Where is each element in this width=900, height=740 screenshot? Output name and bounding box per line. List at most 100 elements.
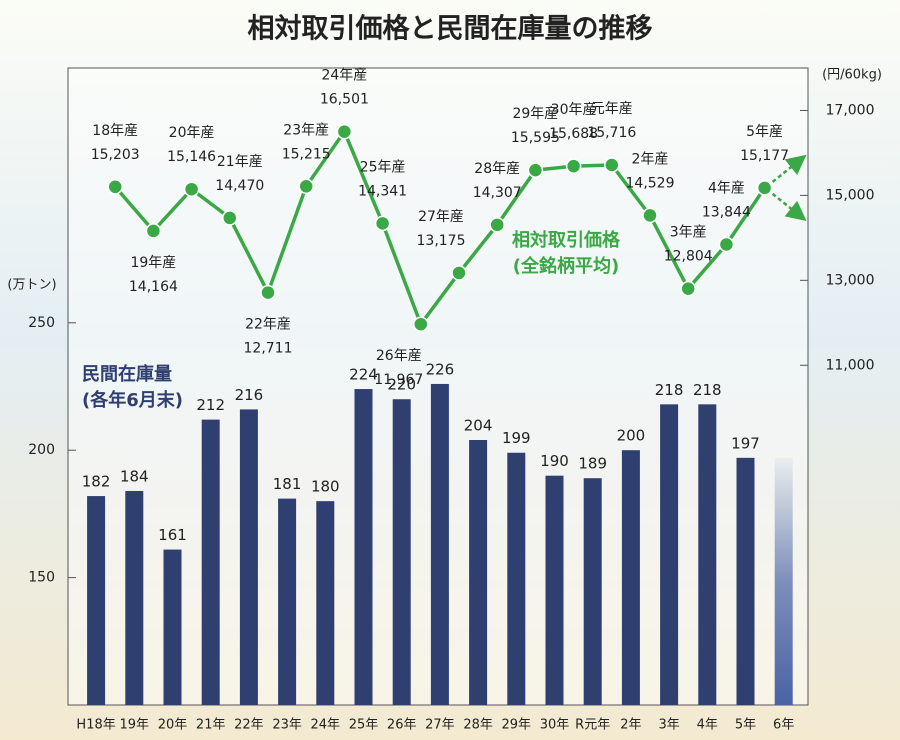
y2-tick-label: 13,000 [826,272,875,288]
y2-tick-label: 15,000 [826,187,875,203]
point-value-label: 16,501 [320,92,369,108]
y-tick-label: 150 [28,570,55,586]
point-label: 19年産 [130,255,176,271]
bar [201,419,220,705]
y2-tick-label: 17,000 [826,102,875,118]
line-marker [565,158,582,174]
x-tick-label: H18年 [76,718,115,733]
bar-value-label: 189 [578,455,607,473]
y2-axis-label: (円/60kg) [822,68,882,83]
point-label: 20年産 [169,125,215,141]
bar-value-label: 197 [731,434,760,452]
bar [278,498,297,705]
point-value-label: 15,716 [587,125,636,141]
bar [621,450,640,705]
y-axis-label: (万トン) [7,278,56,293]
bar-value-label: 181 [273,475,302,493]
point-value-label: 15,146 [167,149,216,165]
point-value-label: 13,175 [417,233,466,249]
point-label: 4年産 [708,180,745,196]
x-tick-label: 2年 [620,718,641,733]
point-label: 30年産 [551,102,597,118]
legend-bar: 民間在庫量 (各年6月末) [82,364,183,411]
point-value-label: 14,529 [626,175,675,191]
line-marker [642,207,658,224]
bar [698,404,717,705]
bar-value-label: 199 [502,429,531,447]
point-label: 2年産 [632,151,669,167]
bar [583,478,602,705]
point-value-label: 14,470 [215,178,264,194]
bar [87,496,106,705]
point-value-label: 11,967 [374,372,423,388]
point-value-label: 14,307 [473,185,522,201]
legend-line: 相対取引価格 (全銘柄平均) [512,230,620,277]
bar [736,457,755,705]
line-marker [145,223,162,239]
bar-value-label: 226 [426,360,455,378]
line [113,128,767,328]
y-tick-label: 250 [28,315,55,331]
point-label: 3年産 [670,225,707,241]
x-tick-label: R元年 [575,718,610,733]
point-value-label: 15,177 [740,148,789,164]
line-marker [604,157,620,173]
bar [660,404,679,705]
bar [774,457,793,705]
bar [125,490,144,705]
point-label: 25年産 [360,159,406,175]
x-tick-label: 23年 [272,718,302,733]
line-marker [260,284,276,301]
point-value-label: 14,164 [129,279,178,295]
line-marker [222,210,238,226]
bar [239,409,258,705]
point-value-label: 15,215 [282,146,331,162]
bar-value-label: 184 [120,467,149,485]
bar [163,549,182,705]
bar-value-label: 200 [617,427,646,445]
bar-value-label: 182 [82,473,111,491]
point-label: 24年産 [321,68,367,84]
bar-value-label: 190 [540,452,569,470]
point-value-label: 12,804 [664,249,713,265]
bar-value-label: 218 [655,381,684,399]
bar-value-label: 224 [349,366,378,384]
y-tick-label: 200 [28,442,55,458]
line-marker [298,178,314,195]
point-label: 23年産 [283,122,329,138]
x-tick-label: 22年 [234,718,264,733]
line-marker [336,123,353,140]
line-marker [680,280,696,297]
line-marker [374,215,391,232]
bar-value-label: 212 [196,396,225,414]
line-marker [183,181,200,197]
point-label: 5年産 [746,124,783,140]
point-label: 28年産 [474,161,520,177]
x-tick-label: 24年 [311,718,341,733]
x-tick-label: 27年 [425,718,455,733]
bar-value-label: 180 [311,478,340,496]
bar [316,501,335,705]
line-marker [451,265,467,281]
point-label: 26年産 [376,348,422,364]
chart-title: 相対取引価格と民間在庫量の推移 [248,14,653,45]
bar [507,452,526,705]
point-label: 29年産 [512,106,558,122]
point-label: 元年産 [591,101,633,117]
bar [469,440,488,705]
bar-value-label: 216 [235,386,264,404]
bar [354,389,373,705]
x-tick-label: 20年 [158,718,188,733]
line-marker [107,179,123,195]
x-tick-label: 26年 [387,718,417,733]
x-tick-label: 28年 [463,718,493,733]
point-value-label: 13,844 [702,204,751,220]
point-value-label: 15,688 [549,126,598,142]
line-marker [718,236,735,253]
bar [545,475,564,705]
bar-value-label: 218 [693,381,722,399]
point-label: 27年産 [418,209,464,225]
x-tick-label: 5年 [735,718,756,733]
